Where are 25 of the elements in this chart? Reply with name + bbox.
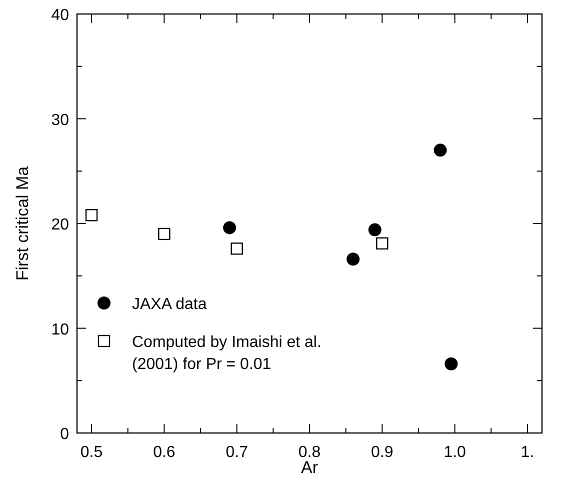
y-tick-label: 0	[60, 426, 70, 443]
x-tick-label: 0.5	[80, 444, 103, 461]
point	[376, 237, 388, 250]
y-axis-title: First critical Ma	[13, 166, 32, 281]
point	[223, 221, 236, 234]
point	[230, 242, 243, 255]
y-tick-label: 40	[51, 7, 70, 24]
x-tick-label: 0.6	[153, 444, 176, 461]
x-tick-label: 0.7	[226, 444, 248, 461]
legend-label: Computed by Imaishi et al. (2001) for Pr = 0.01	[132, 334, 322, 373]
x-tick-label: 0.8	[298, 444, 321, 461]
point	[434, 144, 447, 157]
point	[158, 228, 170, 240]
y-tick-label: 20	[51, 216, 70, 234]
y-tick-label: 10	[51, 321, 70, 338]
point	[368, 223, 382, 236]
x-axis-title: Ar	[301, 458, 318, 477]
x-tick-label: 0.9	[371, 444, 394, 461]
legend-label: JAXA data	[132, 296, 207, 313]
y-tick-label: 30	[51, 112, 70, 129]
point	[346, 252, 360, 266]
point	[444, 357, 458, 370]
x-tick-label: 1.0	[444, 444, 466, 461]
point	[85, 209, 98, 222]
x-tick-label: 1.	[520, 444, 534, 461]
